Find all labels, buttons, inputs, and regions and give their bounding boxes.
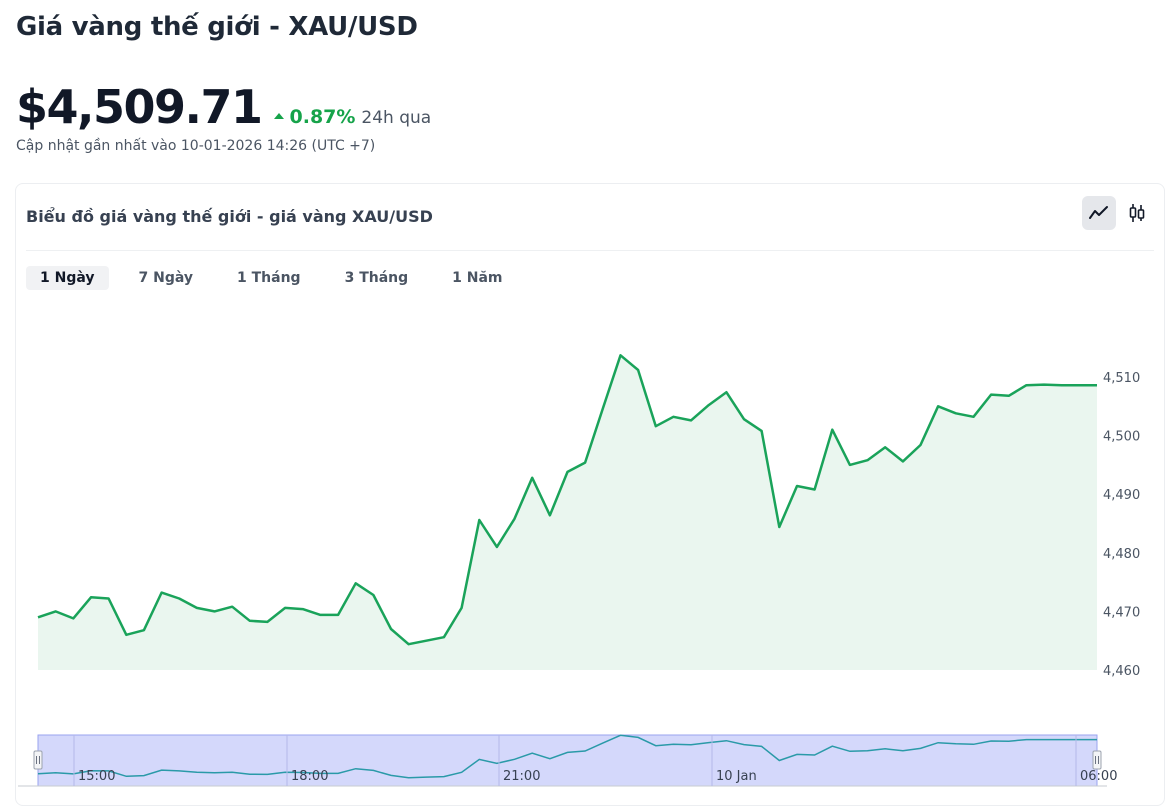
price-row: $4,509.71 0.87% 24h qua (16, 80, 431, 134)
y-axis-label: 4,460 (1103, 664, 1140, 679)
y-axis-label: 4,510 (1103, 371, 1140, 386)
change-percent: 0.87% (289, 106, 356, 128)
tab-1-year[interactable]: 1 Năm (452, 270, 503, 286)
navigator-line (37, 734, 1097, 779)
y-axis-label: 4,470 (1103, 605, 1140, 620)
line-chart-button[interactable] (1082, 196, 1116, 230)
price-area (38, 355, 1097, 670)
tab-1-day[interactable]: 1 Ngày (26, 266, 109, 290)
y-axis-label: 4,500 (1103, 430, 1140, 445)
tab-3-months[interactable]: 3 Tháng (344, 270, 409, 286)
price-line (37, 354, 1097, 646)
range-tabs: 1 Ngày 7 Ngày 1 Tháng 3 Tháng 1 Năm (26, 266, 517, 290)
navigator-tick-label: 18:00 (291, 769, 328, 784)
navigator-tick-label: 21:00 (503, 769, 540, 784)
tab-7-days[interactable]: 7 Ngày (138, 270, 194, 286)
navigator-left-handle[interactable] (33, 750, 43, 770)
current-price: $4,509.71 (16, 80, 263, 134)
navigator-tick-label: 15:00 (78, 769, 115, 784)
chart-type-toggle (1082, 196, 1154, 230)
tab-1-month[interactable]: 1 Tháng (237, 270, 301, 286)
y-axis-label: 4,490 (1103, 488, 1140, 503)
candlestick-icon (1129, 204, 1145, 222)
line-chart-icon (1089, 206, 1108, 219)
candlestick-button[interactable] (1120, 196, 1154, 230)
navigator-right-handle[interactable] (1092, 750, 1102, 770)
navigator-tick-label: 10 Jan (716, 769, 757, 784)
card-divider (26, 250, 1154, 251)
up-arrow-icon (273, 113, 284, 119)
navigator-selection (37, 734, 1098, 787)
y-axis-label: 4,480 (1103, 547, 1140, 562)
change-period: 24h qua (361, 108, 432, 128)
price-change: 0.87% 24h qua (273, 106, 432, 128)
page-title: Giá vàng thế giới - XAU/USD (16, 12, 418, 42)
navigator-tick-label: 06:00 (1080, 769, 1117, 784)
chart-card-title: Biểu đồ giá vàng thế giới - giá vàng XAU… (26, 207, 433, 226)
last-updated: Cập nhật gần nhất vào 10-01-2026 14:26 (… (16, 138, 376, 154)
